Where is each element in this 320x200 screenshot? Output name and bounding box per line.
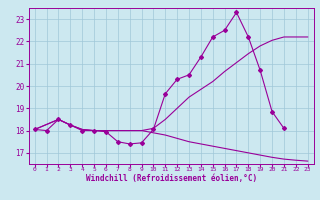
X-axis label: Windchill (Refroidissement éolien,°C): Windchill (Refroidissement éolien,°C) xyxy=(86,174,257,183)
